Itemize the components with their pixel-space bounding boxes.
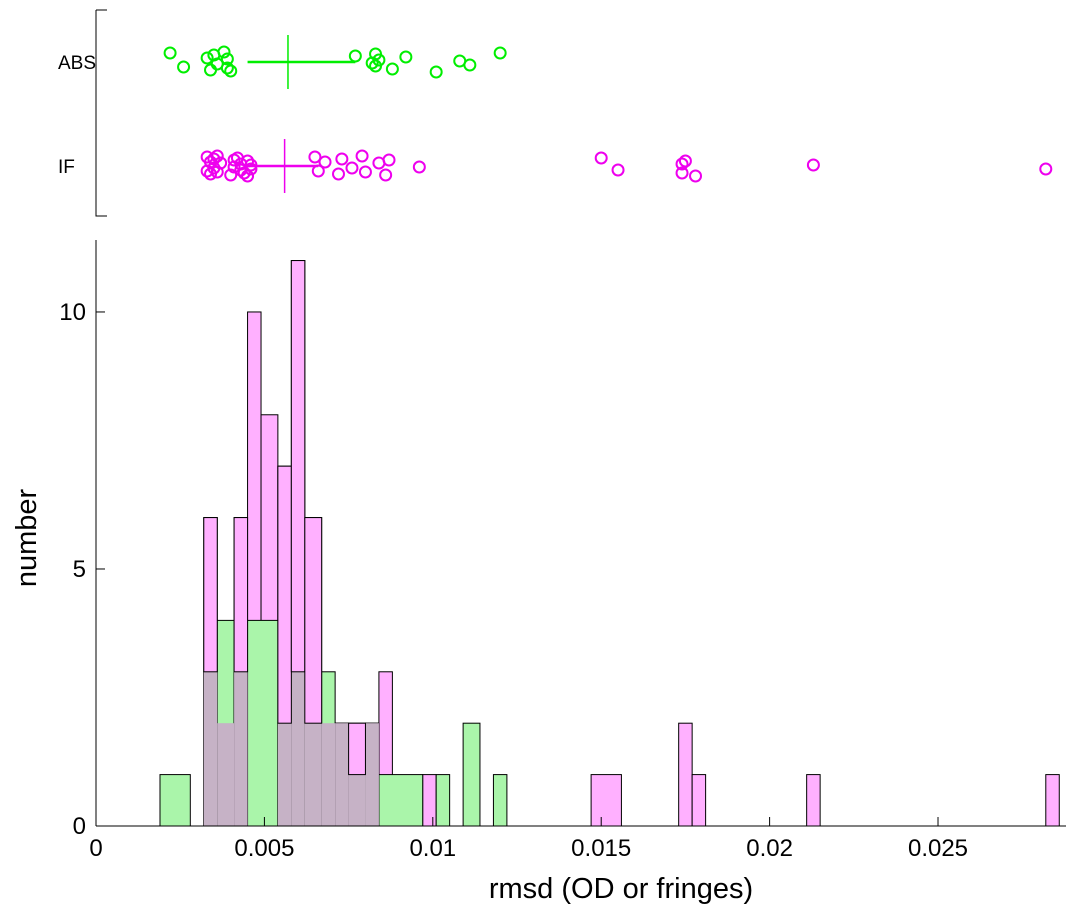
- data-point: [214, 156, 228, 170]
- x-tick-label: 0.02: [746, 835, 793, 862]
- data-point: [163, 46, 177, 60]
- histogram-bar-abs: [159, 774, 191, 827]
- x-tick-label: 0: [89, 835, 102, 862]
- histogram-overlap: [291, 671, 305, 826]
- data-point: [244, 162, 258, 176]
- x-tick-label: 0.015: [571, 835, 631, 862]
- data-point: [345, 161, 359, 175]
- data-point: [217, 45, 231, 59]
- data-point: [335, 152, 349, 166]
- histogram-bar-if: [691, 774, 707, 827]
- data-point: [237, 166, 251, 180]
- data-point: [675, 157, 689, 171]
- data-point: [1039, 162, 1053, 176]
- data-point: [412, 160, 426, 174]
- x-axis-label: rmsd (OD or fringes): [489, 873, 753, 905]
- data-point: [463, 58, 477, 72]
- data-point: [382, 153, 396, 167]
- y-axis-label: number: [11, 488, 43, 587]
- data-point: [806, 158, 820, 172]
- category-label-if: IF: [58, 157, 75, 178]
- data-point: [204, 63, 218, 77]
- histogram-bar-if: [590, 774, 622, 827]
- data-point: [358, 165, 372, 179]
- histogram-overlap: [335, 723, 349, 826]
- x-tick-label: 0.025: [908, 835, 968, 862]
- data-point: [311, 164, 325, 178]
- data-point: [348, 49, 362, 63]
- data-point: [200, 51, 214, 65]
- x-tick-label: 0.005: [234, 835, 294, 862]
- data-point: [207, 152, 221, 166]
- y-tick-label: 0: [73, 813, 86, 840]
- data-point: [678, 154, 692, 168]
- histogram-bar-abs: [462, 722, 481, 827]
- histogram-overlap: [348, 774, 366, 826]
- histogram-bar-if: [678, 722, 693, 827]
- data-point: [308, 150, 322, 164]
- y-tick-label: 5: [73, 556, 86, 583]
- histogram-bar-if: [233, 517, 249, 673]
- histogram-overlap: [277, 723, 292, 826]
- histogram-overlap: [217, 723, 235, 826]
- data-point: [594, 151, 608, 165]
- data-point: [429, 65, 443, 79]
- data-point: [611, 163, 625, 177]
- histogram-bar-if: [290, 260, 306, 673]
- histogram-bar-if: [277, 465, 292, 724]
- data-point: [493, 46, 507, 60]
- strip-axis-frame: [95, 9, 107, 217]
- histogram-bar-abs: [378, 774, 424, 827]
- data-point: [675, 166, 689, 180]
- data-point: [220, 61, 234, 75]
- histogram-bar-abs: [492, 774, 508, 827]
- data-point: [399, 50, 413, 64]
- histogram-bar-if: [304, 517, 323, 724]
- y-tick-label: 10: [59, 299, 86, 326]
- histogram-overlap: [203, 671, 218, 826]
- histogram-bar-if: [348, 722, 366, 776]
- histogram-bar-if: [1045, 774, 1060, 827]
- histogram-overlap: [321, 723, 336, 826]
- data-point: [220, 52, 234, 66]
- data-point: [210, 149, 224, 163]
- histogram-panel: 0 5 10 0 0.005 0.01 0.015 0.02 0.025 rmsd (OD or …: [11, 240, 1066, 905]
- data-point: [379, 168, 393, 182]
- histogram-overlap: [365, 723, 379, 826]
- histogram-bar-if: [422, 774, 437, 827]
- histogram-overlap: [304, 723, 322, 826]
- data-point: [689, 169, 703, 183]
- data-point: [224, 64, 238, 78]
- data-point: [244, 158, 258, 172]
- data-point: [318, 155, 332, 169]
- histogram-bar-abs: [247, 619, 279, 827]
- data-point: [332, 167, 345, 181]
- data-point: [177, 60, 191, 74]
- histogram-bar-if: [203, 517, 218, 673]
- histogram-overlap: [234, 671, 248, 826]
- data-point: [385, 62, 399, 76]
- histogram-bar-if: [806, 774, 821, 827]
- data-point: [355, 149, 369, 163]
- data-point: [372, 53, 386, 67]
- strip-plot-panel: ABS IF: [58, 9, 1053, 217]
- x-tick-label: 0.01: [409, 835, 456, 862]
- data-point: [224, 168, 238, 182]
- histogram-bar-abs: [435, 774, 451, 827]
- category-label-abs: ABS: [58, 53, 96, 74]
